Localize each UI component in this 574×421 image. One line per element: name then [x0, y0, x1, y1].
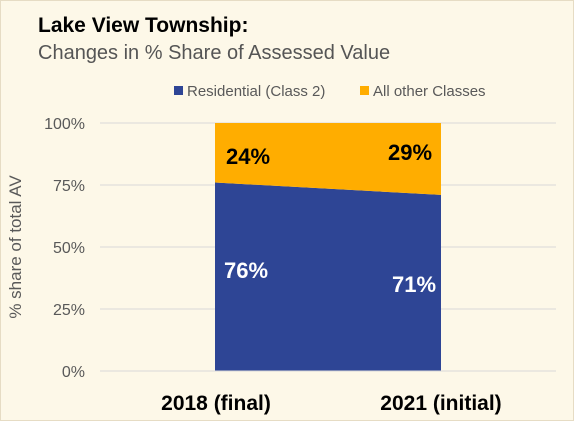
- data-label-residential-2018: 76%: [224, 258, 268, 283]
- y-tick-label: 50%: [53, 240, 85, 257]
- legend-swatch-all-other-classes: [360, 86, 369, 95]
- data-label-residential-2021: 71%: [392, 272, 436, 297]
- chart-subtitle: Changes in % Share of Assessed Value: [38, 42, 391, 64]
- legend-label-all-other-classes: All other Classes: [373, 83, 486, 100]
- data-label-other-2021: 29%: [388, 140, 432, 165]
- area-residential: [215, 182, 441, 371]
- y-tick-label: 25%: [53, 302, 85, 319]
- chart-title: Lake View Township:: [38, 14, 249, 37]
- y-tick-label: 0%: [62, 364, 85, 381]
- y-tick-label: 75%: [53, 178, 85, 195]
- legend-swatch-residential: [174, 86, 183, 95]
- x-category-label: 2018 (final): [161, 392, 271, 415]
- y-tick-label: 100%: [44, 116, 85, 133]
- area-all-other-classes: [215, 123, 441, 195]
- data-label-other-2018: 24%: [226, 144, 270, 169]
- y-axis-label: % share of total AV: [6, 175, 25, 319]
- legend-label-residential: Residential (Class 2): [187, 83, 325, 100]
- x-category-label: 2021 (initial): [380, 392, 501, 415]
